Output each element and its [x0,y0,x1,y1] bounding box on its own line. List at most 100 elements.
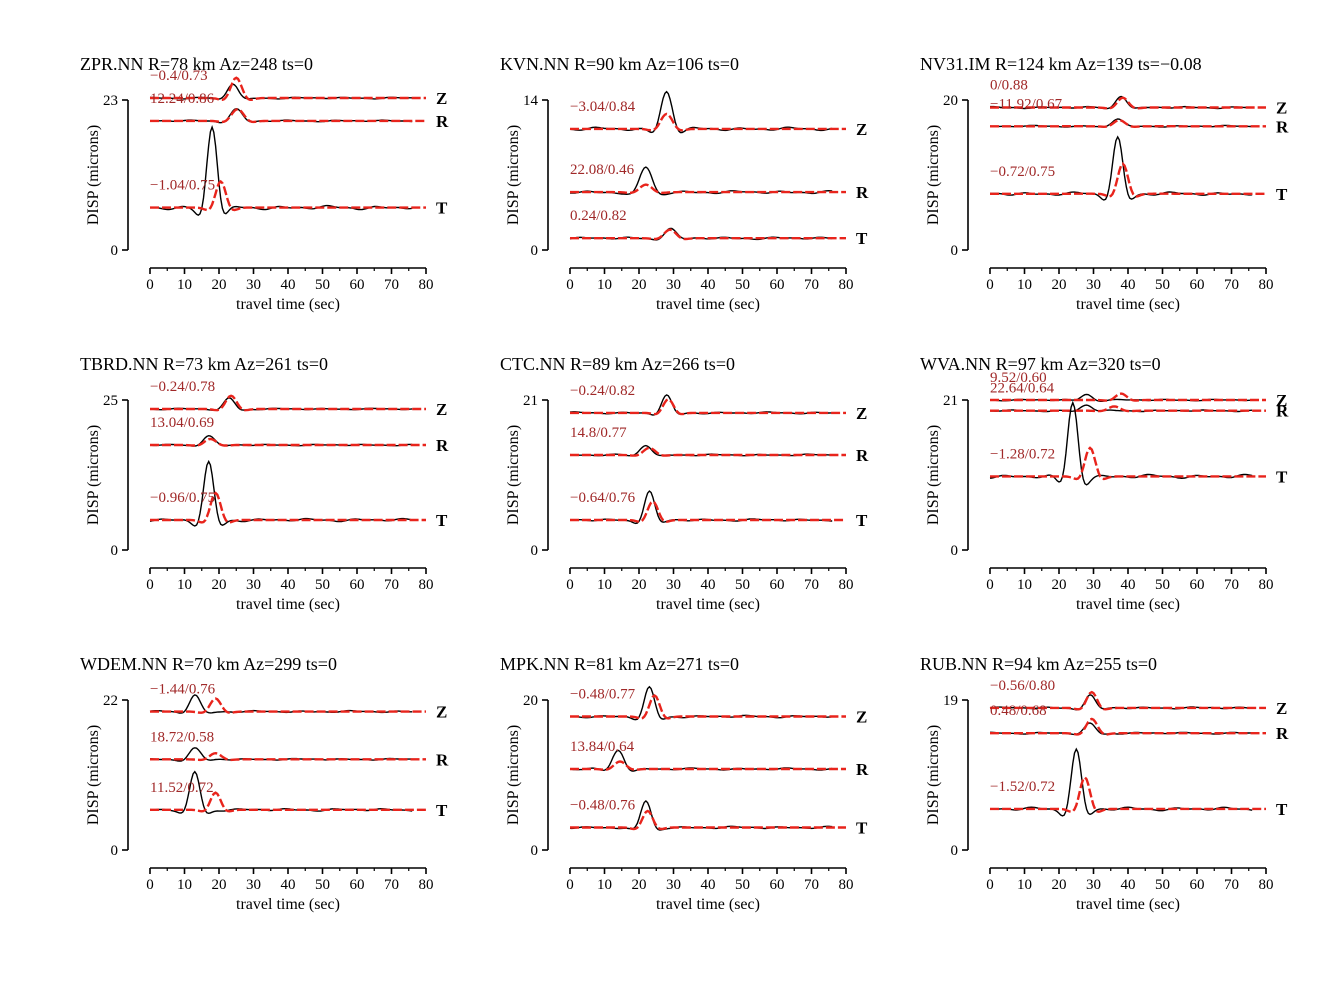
fit-annotation-t: −0.72/0.75 [990,164,1055,180]
x-tick-label: 20 [1052,277,1067,293]
fit-annotation-t: −1.52/0.72 [990,779,1055,795]
x-tick-label: 10 [177,577,192,593]
fit-annotation-z: −1.44/0.76 [150,682,216,698]
component-label-t: T [436,801,448,820]
fit-annotation-t: −0.48/0.76 [570,798,636,814]
y-axis-label: DISP (microns) [925,725,942,825]
panel-title: WVA.NN R=97 km Az=320 ts=0 [920,354,1161,374]
synthetic-trace-r [990,119,1266,129]
x-tick-label: 10 [177,877,192,893]
panel-mpk-nn: MPK.NN R=81 km Az=271 ts=0 20 0 DISP (micro… [500,654,869,913]
x-tick-label: 40 [1121,277,1136,293]
panel-tbrd-nn: TBRD.NN R=73 km Az=261 ts=0 25 0 DISP (micr… [80,354,449,613]
synthetic-trace-t [150,491,426,524]
x-tick-label: 30 [666,877,681,893]
x-tick-label: 40 [701,877,716,893]
synthetic-trace-t [150,179,426,212]
x-tick-label: 70 [1224,877,1239,893]
x-tick-label: 30 [246,277,261,293]
component-label-z: Z [1276,699,1287,718]
x-tick-label: 50 [1155,577,1170,593]
component-label-t: T [1276,185,1288,204]
component-label-z: Z [856,708,867,727]
fit-annotation-t: −0.96/0.75 [150,490,215,506]
x-tick-label: 80 [419,577,434,593]
panel-title: TBRD.NN R=73 km Az=261 ts=0 [80,354,328,374]
fit-annotation-z: 9.52/0.60 [990,370,1047,386]
x-tick-label: 10 [597,577,612,593]
fit-annotation-r: 13.84/0.64 [570,739,635,755]
fit-annotation-t: −1.04/0.75 [150,178,215,194]
fit-annotation-t: −0.64/0.76 [570,490,636,506]
x-tick-label: 20 [212,877,227,893]
x-tick-label: 70 [384,277,399,293]
x-tick-label: 70 [804,277,819,293]
y-tick-label: 23 [103,93,118,109]
x-tick-label: 80 [839,277,854,293]
component-label-t: T [1276,800,1288,819]
y-axis-label: DISP (microns) [505,425,522,525]
fit-annotation-r: −11.92/0.67 [990,96,1063,112]
x-tick-label: 30 [666,277,681,293]
fit-annotation-t: 0.24/0.82 [570,208,627,224]
x-tick-label: 60 [770,877,785,893]
x-tick-label: 40 [281,277,296,293]
fit-annotation-r: 14.8/0.77 [570,425,627,441]
panel-wdem-nn: WDEM.NN R=70 km Az=299 ts=0 22 0 DISP (micr… [80,654,449,913]
fit-annotation-z: −0.48/0.77 [570,687,636,703]
x-tick-label: 10 [1017,277,1032,293]
x-tick-label: 50 [735,277,750,293]
synthetic-trace-r [570,760,846,771]
panel-title: RUB.NN R=94 km Az=255 ts=0 [920,654,1157,674]
component-label-r: R [436,436,449,455]
component-label-z: Z [436,703,447,722]
synthetic-trace-z [570,397,846,416]
panel-nv31-im: NV31.IM R=124 km Az=139 ts=−0.08 20 0 DISP … [920,54,1289,313]
x-tick-label: 0 [566,277,574,293]
x-tick-label: 0 [146,577,154,593]
synthetic-trace-z [150,394,426,412]
fit-annotation-z: −3.04/0.84 [570,99,636,115]
panel-title: NV31.IM R=124 km Az=139 ts=−0.08 [920,54,1202,74]
component-label-t: T [856,229,868,248]
y-tick-label: 0 [111,543,119,559]
component-label-z: Z [856,120,867,139]
fit-annotation-r: 0.48/0.68 [990,703,1047,719]
fit-annotation-r: 18.72/0.58 [150,729,214,745]
x-tick-label: 60 [1190,577,1205,593]
y-axis-label: DISP (microns) [85,725,102,825]
x-tick-label: 70 [384,577,399,593]
x-tick-label: 30 [1086,277,1101,293]
synthetic-trace-t [990,162,1266,198]
x-tick-label: 40 [701,277,716,293]
x-tick-label: 50 [735,877,750,893]
fit-annotation-r: 13.04/0.69 [150,415,214,431]
x-axis-label: travel time (sec) [656,596,760,613]
y-tick-label: 0 [951,843,959,859]
component-label-r: R [1276,117,1289,136]
x-tick-label: 50 [315,577,330,593]
panel-wva-nn: WVA.NN R=97 km Az=320 ts=0 21 0 DISP (micro… [920,354,1289,613]
x-tick-label: 20 [632,577,647,593]
x-tick-label: 20 [1052,877,1067,893]
component-label-z: Z [1276,99,1287,118]
synthetic-trace-z [990,392,1266,402]
x-tick-label: 70 [1224,577,1239,593]
x-tick-label: 80 [419,877,434,893]
x-tick-label: 50 [315,877,330,893]
x-tick-label: 60 [350,277,365,293]
synthetic-trace-r [570,446,846,457]
x-tick-label: 50 [1155,277,1170,293]
x-tick-label: 10 [597,277,612,293]
y-tick-label: 14 [523,93,539,109]
x-tick-label: 80 [419,277,434,293]
x-tick-label: 60 [770,577,785,593]
fit-annotation-t: 11.52/0.72 [150,780,214,796]
x-tick-label: 70 [804,577,819,593]
x-axis-label: travel time (sec) [1076,296,1180,313]
synthetic-trace-r [990,405,1266,413]
synthetic-trace-t [990,446,1266,481]
x-tick-label: 30 [1086,877,1101,893]
observed-trace-t [989,400,1253,486]
